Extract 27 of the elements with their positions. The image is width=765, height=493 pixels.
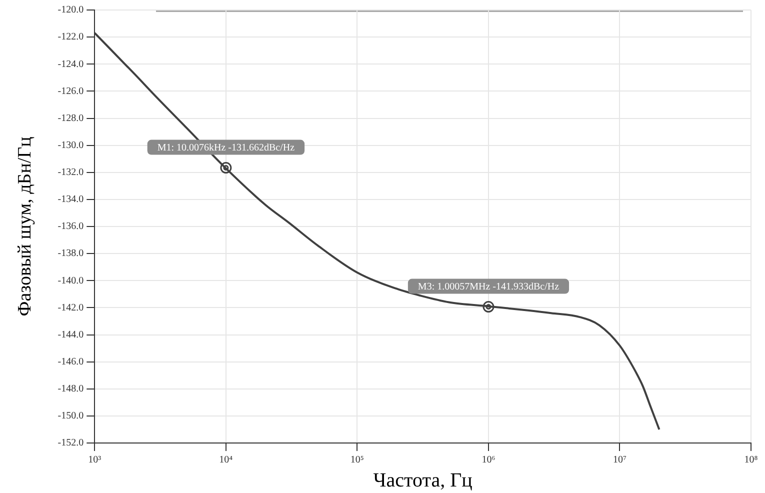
x-tick-label: 10⁴ <box>219 454 234 466</box>
annotation: M1: 10.0076kHz -131.662dBc/Hz <box>157 142 296 154</box>
annotation: M3: 1.00057MHz -141.933dBc/Hz <box>418 281 560 292</box>
y-tick-label: -142.0 <box>58 302 84 314</box>
x-tick-label: 10⁷ <box>612 454 627 466</box>
y-tick-label: -126.0 <box>58 86 84 97</box>
x-tick-label: 10⁸ <box>744 454 758 466</box>
x-tick-label: 10⁵ <box>350 454 364 466</box>
y-tick-label: -146.0 <box>58 356 84 368</box>
y-tick-label: -140.0 <box>58 275 84 286</box>
y-tick-label: -136.0 <box>58 221 84 232</box>
y-tick-label: -124.0 <box>58 58 84 70</box>
y-tick-label: -152.0 <box>58 438 84 449</box>
y-tick-label: -120.0 <box>58 4 84 16</box>
x-tick-label: 10³ <box>88 454 102 466</box>
y-tick-label: -148.0 <box>58 384 84 394</box>
y-tick-label: -144.0 <box>58 329 84 340</box>
y-tick-label: -132.0 <box>58 167 84 178</box>
y-tick-label: -138.0 <box>58 248 84 260</box>
y-tick-label: -130.0 <box>58 140 84 151</box>
y-tick-label: -128.0 <box>58 112 84 124</box>
y-tick-label: -150.0 <box>58 410 84 422</box>
x-axis-title: Частота, Гц <box>373 469 473 492</box>
y-tick-label: -134.0 <box>58 194 84 206</box>
y-tick-label: -122.0 <box>58 32 84 43</box>
x-tick-label: 10⁶ <box>482 454 496 466</box>
y-axis-title: Фазовый шум, дБн/Гц <box>14 136 36 316</box>
